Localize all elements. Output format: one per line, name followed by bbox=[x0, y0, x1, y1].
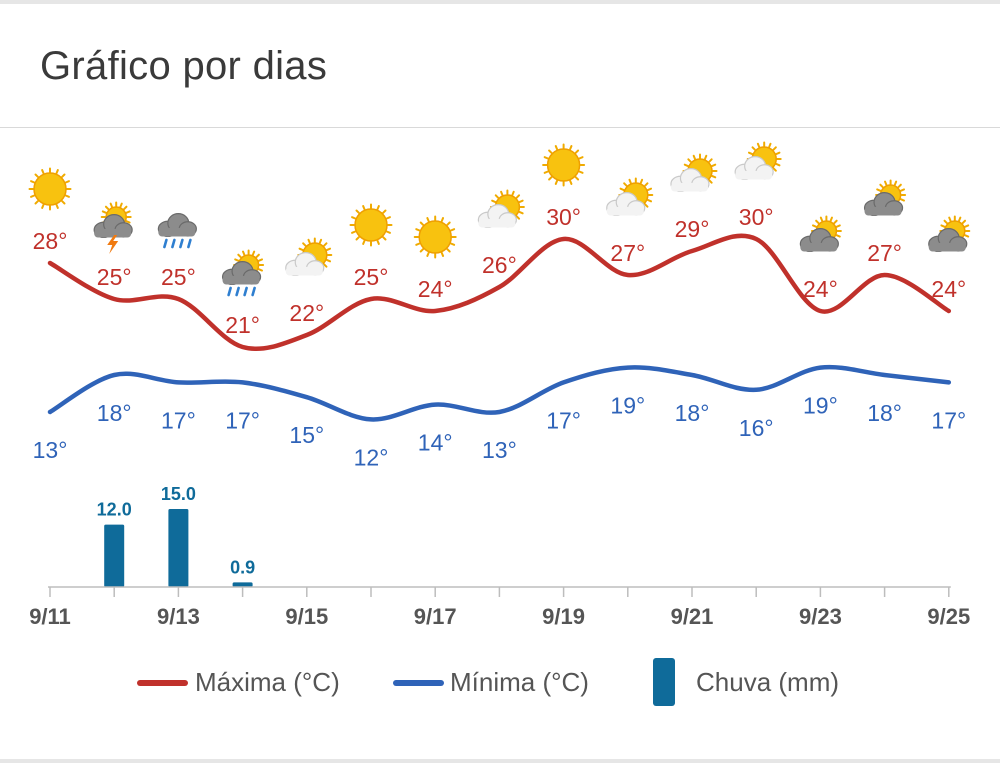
x-tick-label: 9/21 bbox=[671, 604, 714, 629]
rain-bar bbox=[168, 509, 189, 587]
legend-rain-label: Chuva (mm) bbox=[696, 667, 839, 697]
min-temp-label: 14° bbox=[418, 430, 453, 456]
max-temp-label: 29° bbox=[675, 216, 710, 242]
sun-icon bbox=[349, 203, 393, 247]
min-temp-label: 18° bbox=[867, 400, 902, 426]
cloudy-icon bbox=[928, 215, 971, 253]
min-temp-label: 15° bbox=[289, 422, 324, 448]
min-temp-label: 17° bbox=[161, 407, 196, 433]
min-temp-label: 17° bbox=[225, 407, 260, 433]
max-temp-label: 24° bbox=[931, 276, 966, 302]
legend-min-label: Mínima (°C) bbox=[450, 667, 589, 697]
max-temp-label: 27° bbox=[867, 240, 902, 266]
legend-max-label: Máxima (°C) bbox=[195, 667, 340, 697]
sun-icon bbox=[413, 215, 457, 259]
page-title: Gráfico por dias bbox=[40, 44, 328, 88]
min-temp-label: 16° bbox=[739, 415, 774, 441]
min-temp-label: 18° bbox=[97, 400, 132, 426]
max-temp-label: 22° bbox=[289, 300, 324, 326]
min-temp-line bbox=[47, 364, 952, 422]
x-tick-label: 9/25 bbox=[927, 604, 970, 629]
cloudy-icon bbox=[799, 215, 842, 253]
rain-bar bbox=[104, 524, 125, 587]
bottom-strip bbox=[0, 759, 1000, 763]
top-strip bbox=[0, 0, 1000, 4]
max-temp-label: 30° bbox=[739, 204, 774, 230]
rain-bar-label: 15.0 bbox=[161, 484, 196, 504]
rain-icon bbox=[157, 213, 197, 249]
min-temp-label: 13° bbox=[33, 437, 68, 463]
rain-bar-label: 0.9 bbox=[230, 557, 255, 577]
thunderstorm-icon bbox=[93, 201, 133, 254]
min-temp-label: 19° bbox=[803, 393, 838, 419]
max-temp-line bbox=[47, 233, 952, 352]
rain-bar bbox=[232, 582, 253, 587]
x-tick-label: 9/23 bbox=[799, 604, 842, 629]
max-temp-label: 25° bbox=[161, 264, 196, 290]
min-temp-label: 18° bbox=[675, 400, 710, 426]
max-temp-label: 25° bbox=[354, 264, 389, 290]
min-temp-label: 19° bbox=[610, 393, 645, 419]
partly-cloudy-icon bbox=[606, 177, 654, 217]
min-temp-label: 17° bbox=[546, 407, 581, 433]
max-temp-label: 24° bbox=[418, 276, 453, 302]
x-tick-label: 9/13 bbox=[157, 604, 200, 629]
max-temp-label: 28° bbox=[33, 228, 68, 254]
x-tick-label: 9/15 bbox=[285, 604, 328, 629]
max-temp-label: 24° bbox=[803, 276, 838, 302]
rain-icon bbox=[221, 249, 265, 297]
min-temp-label: 17° bbox=[931, 407, 966, 433]
legend-rain-swatch bbox=[653, 658, 675, 706]
sun-icon bbox=[28, 167, 72, 211]
x-tick-label: 9/19 bbox=[542, 604, 585, 629]
x-tick-label: 9/11 bbox=[29, 604, 71, 629]
legend: Máxima (°C) Mínima (°C) Chuva (mm) bbox=[137, 658, 839, 706]
min-temp-label: 12° bbox=[354, 444, 389, 470]
max-temp-label: 27° bbox=[610, 240, 645, 266]
partly-cloudy-icon bbox=[285, 237, 333, 277]
min-temp-label: 13° bbox=[482, 437, 517, 463]
max-temp-label: 30° bbox=[546, 204, 581, 230]
max-temp-label: 26° bbox=[482, 252, 517, 278]
max-temp-label: 21° bbox=[225, 312, 260, 338]
max-temp-label: 25° bbox=[97, 264, 132, 290]
partly-cloudy-icon bbox=[670, 153, 718, 193]
header-divider bbox=[0, 127, 1000, 128]
sun-icon bbox=[542, 143, 586, 187]
partly-cloudy-icon bbox=[734, 141, 782, 181]
partly-cloudy-icon bbox=[477, 189, 525, 229]
x-tick-label: 9/17 bbox=[414, 604, 457, 629]
cloudy-icon bbox=[863, 179, 907, 217]
rain-bar-label: 12.0 bbox=[97, 500, 132, 520]
